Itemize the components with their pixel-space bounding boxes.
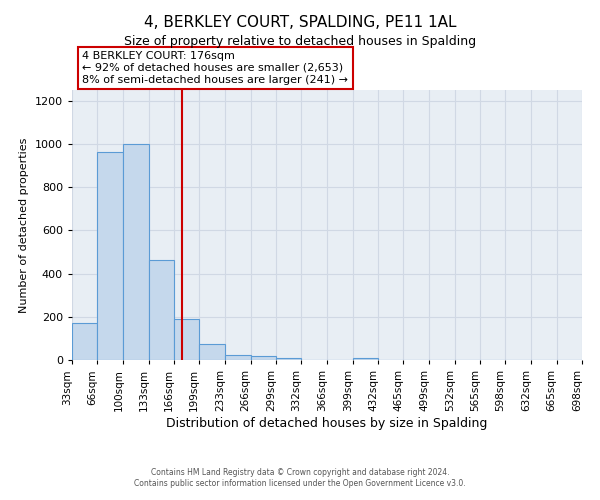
Bar bbox=[276, 358, 301, 360]
Bar bbox=[199, 344, 224, 360]
X-axis label: Distribution of detached houses by size in Spalding: Distribution of detached houses by size … bbox=[166, 416, 488, 430]
Bar bbox=[251, 356, 276, 360]
Y-axis label: Number of detached properties: Number of detached properties bbox=[19, 138, 29, 312]
Text: Size of property relative to detached houses in Spalding: Size of property relative to detached ho… bbox=[124, 35, 476, 48]
Bar bbox=[97, 152, 122, 360]
Text: 4 BERKLEY COURT: 176sqm
← 92% of detached houses are smaller (2,653)
8% of semi-: 4 BERKLEY COURT: 176sqm ← 92% of detache… bbox=[82, 52, 348, 84]
Bar bbox=[72, 324, 97, 360]
Bar bbox=[149, 260, 174, 360]
Bar bbox=[226, 354, 251, 360]
Bar bbox=[124, 144, 149, 360]
Text: 4, BERKLEY COURT, SPALDING, PE11 1AL: 4, BERKLEY COURT, SPALDING, PE11 1AL bbox=[144, 15, 456, 30]
Bar bbox=[174, 319, 199, 360]
Bar bbox=[353, 358, 378, 360]
Text: Contains HM Land Registry data © Crown copyright and database right 2024.
Contai: Contains HM Land Registry data © Crown c… bbox=[134, 468, 466, 487]
